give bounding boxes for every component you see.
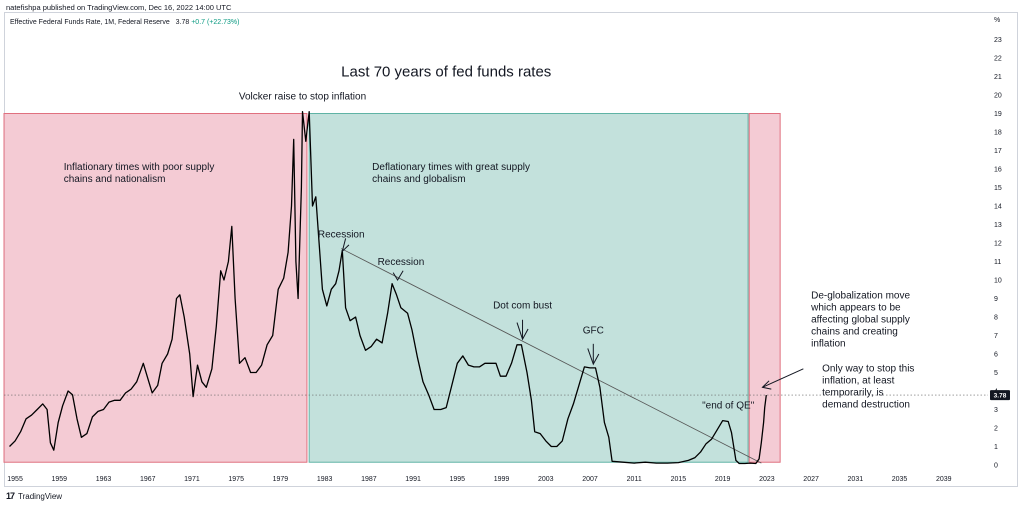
x-tick-label: 1979 xyxy=(273,476,289,483)
y-tick-label: 8 xyxy=(994,315,998,322)
annotation-line: De-globalization move xyxy=(811,291,910,302)
y-tick-label: 20 xyxy=(994,93,1002,100)
series-line-1[interactable] xyxy=(9,110,767,465)
x-tick-label: 2011 xyxy=(627,476,642,483)
x-tick-label: 1991 xyxy=(405,476,421,483)
annotation-3: Inflationary times with poor supply chain… xyxy=(64,162,215,185)
y-tick-label: 11 xyxy=(994,259,1001,266)
y-tick-label: 17 xyxy=(994,148,1002,155)
x-tick-label: 1967 xyxy=(140,476,156,483)
x-tick-label: 1995 xyxy=(450,476,466,483)
annotation-5: Recession xyxy=(318,229,365,240)
annotation-4: Deflationary times with great supply chai… xyxy=(372,162,530,185)
trend-line xyxy=(341,248,762,464)
annotation-line: Inflationary times with poor supply xyxy=(64,162,215,173)
annotation-11: Only way to stop this inflation, at least… xyxy=(822,364,914,411)
x-tick-label: 2007 xyxy=(582,476,598,483)
y-tick-label: 23 xyxy=(994,37,1002,44)
x-tick-label: 1999 xyxy=(494,476,510,483)
annotation-line: inflation, at least xyxy=(822,376,894,387)
x-tick-label: 2003 xyxy=(538,476,554,483)
annotation-line: temporarily, is xyxy=(822,388,884,399)
annotation-line: chains and creating xyxy=(811,327,898,338)
y-tick-label: 14 xyxy=(994,204,1002,211)
annotation-line: chains and nationalism xyxy=(64,174,166,185)
y-tick-label: 19 xyxy=(994,111,1002,118)
x-tick-label: 2031 xyxy=(848,476,864,483)
y-tick-label: 15 xyxy=(994,185,1002,192)
annotation-line: Only way to stop this xyxy=(822,364,914,375)
x-tick-label: 1975 xyxy=(228,476,244,483)
annotation-2: Volcker raise to stop inflation xyxy=(239,92,366,103)
chart-legend: Effective Federal Funds Rate, 1M, Federa… xyxy=(10,19,239,26)
pointer-arrow-3 xyxy=(516,322,529,341)
annotation-line: chains and globalism xyxy=(372,174,465,185)
y-tick-label: 10 xyxy=(994,278,1002,285)
x-tick-label: 1971 xyxy=(184,476,200,483)
x-tick-label: 1963 xyxy=(96,476,112,483)
annotation-8: GFC xyxy=(583,326,604,337)
x-tick-label: 2027 xyxy=(803,476,819,483)
y-tick-label: 7 xyxy=(994,333,998,340)
annotation-line: demand destruction xyxy=(822,400,910,411)
y-tick-label: 6 xyxy=(994,352,998,359)
x-tick-label: 2023 xyxy=(759,476,775,483)
pointer-arrow-1 xyxy=(341,238,350,253)
y-tick-label: 16 xyxy=(994,167,1002,174)
annotation-10: De-globalization move which appears to be… xyxy=(810,291,910,350)
legend-symbol: Effective Federal Funds Rate, 1M, Federa… xyxy=(10,19,170,26)
pointer-arrow-2 xyxy=(392,270,404,281)
tradingview-brand[interactable]: TradingView xyxy=(18,491,63,501)
tradingview-logo-icon: 17 xyxy=(6,491,15,501)
pointer-arrow-4 xyxy=(587,348,600,366)
y-tick-label: 21 xyxy=(994,74,1002,81)
annotation-9: "end of QE" xyxy=(702,401,755,412)
footer: 17 TradingView xyxy=(6,491,62,501)
last-value-badge xyxy=(990,390,1010,401)
x-tick-label: 2019 xyxy=(715,476,731,483)
y-tick-label: 9 xyxy=(994,296,998,303)
x-tick-label: 1983 xyxy=(317,476,333,483)
annotation-6: Recession xyxy=(378,257,425,268)
published-info: natefishpa published on TradingView.com,… xyxy=(6,3,232,12)
y-tick-label: 12 xyxy=(994,241,1002,248)
chart-title: Last 70 years of fed funds rates xyxy=(341,64,551,81)
y-tick-label: 2 xyxy=(994,426,998,433)
y-tick-label: 13 xyxy=(994,222,1002,229)
annotation-line: affecting global supply xyxy=(811,315,910,326)
pointer-arrow-demand xyxy=(762,368,804,388)
pointer-arrowhead-demand xyxy=(761,380,772,390)
y-tick-label: 5 xyxy=(994,370,998,377)
shaded-region-2 xyxy=(308,113,749,463)
y-tick-label: 1 xyxy=(994,444,998,451)
y-tick-label: 22 xyxy=(994,56,1002,63)
y-tick-label: 18 xyxy=(994,130,1002,137)
legend-value: 3.78 xyxy=(175,19,190,26)
x-tick-label: 2015 xyxy=(671,476,687,483)
annotation-line: Deflationary times with great supply xyxy=(372,162,530,173)
y-tick-label: 3 xyxy=(994,407,998,414)
annotation-7: Dot com bust xyxy=(493,301,552,312)
legend-change: +0.7 (+22.73%) xyxy=(191,19,240,26)
x-tick-label: 2039 xyxy=(936,476,952,483)
last-value-label: 3.78 xyxy=(994,393,1007,400)
annotation-line: inflation xyxy=(811,339,845,350)
shaded-region-1 xyxy=(3,113,308,463)
y-tick-label: 0 xyxy=(994,463,998,470)
x-tick-label: 2035 xyxy=(892,476,908,483)
x-tick-label: 1959 xyxy=(51,476,67,483)
x-tick-label: 1955 xyxy=(7,476,23,483)
y-unit-label: % xyxy=(994,17,1000,24)
annotation-line: which appears to be xyxy=(810,303,901,314)
x-tick-label: 1987 xyxy=(361,476,377,483)
